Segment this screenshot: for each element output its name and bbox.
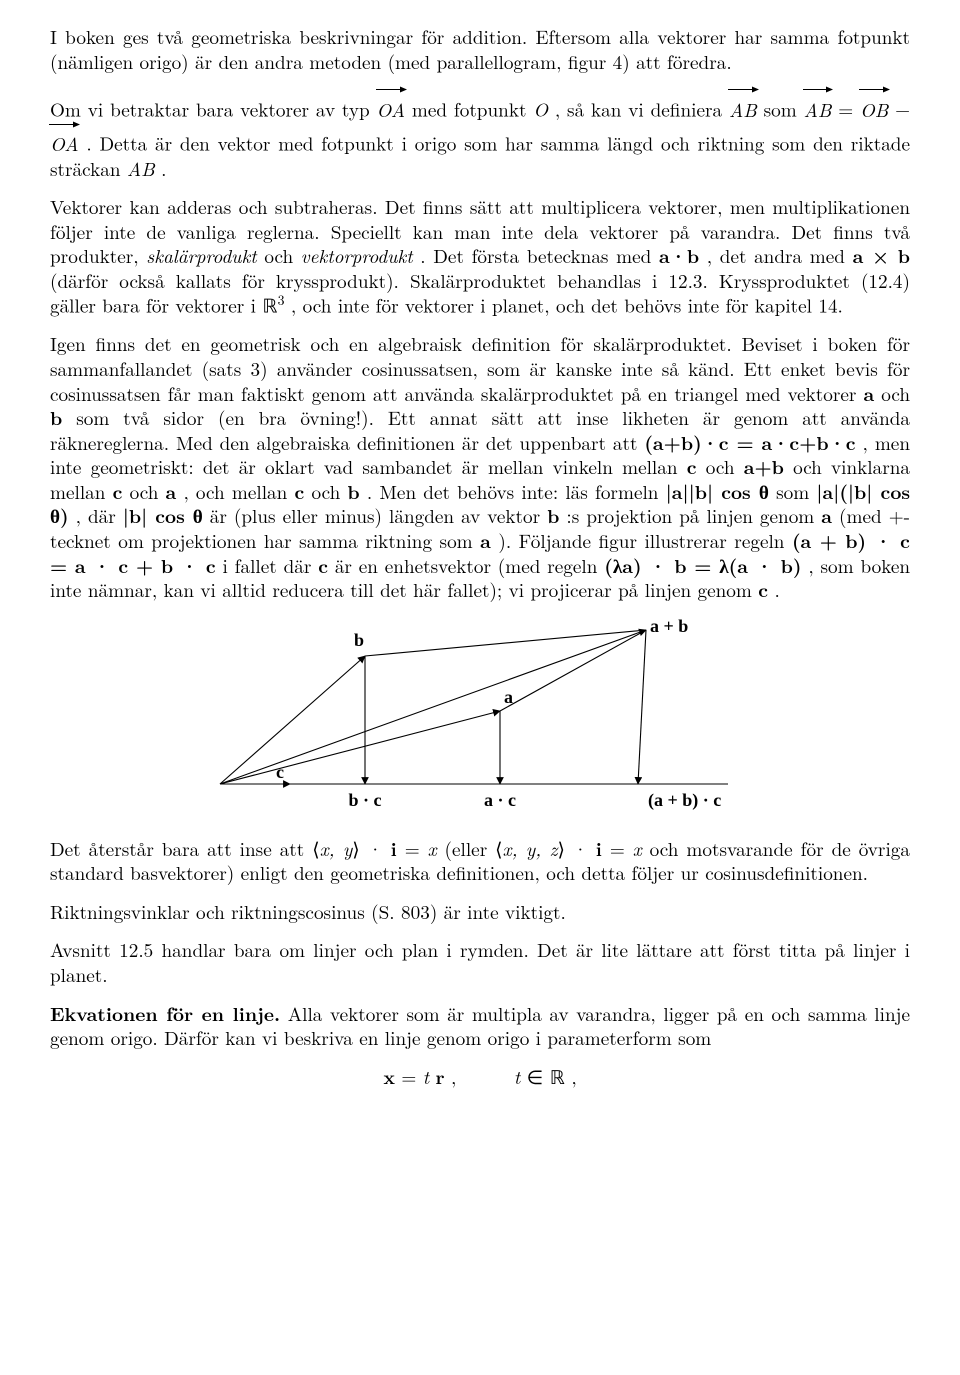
text: med fotpunkt xyxy=(412,95,533,123)
sup-3: 3 xyxy=(278,290,285,310)
document-page: I boken ges två geometriska beskrivninga… xyxy=(0,0,960,1128)
vector-AB: AB xyxy=(729,87,757,121)
svg-text:a + b: a + b xyxy=(650,616,688,636)
paragraph-3: Vektorer kan adderas och subtraheras. De… xyxy=(50,194,910,317)
text: Om vi betraktar bara vektorer av typ xyxy=(50,95,377,123)
vector-OA2: OA xyxy=(50,121,78,155)
svg-text:a · c: a · c xyxy=(484,790,516,810)
text: − xyxy=(895,95,910,123)
math-c5: c xyxy=(758,575,768,603)
paragraph-5: Det återstår bara att inse att ⟨x, y⟩ · … xyxy=(50,836,910,885)
paragraph-8: Ekvationen för en linje. Alla vektorer s… xyxy=(50,1001,910,1050)
math-AB: AB xyxy=(127,154,155,182)
text: . Detta är den vektor med fotpunkt i ori… xyxy=(50,129,910,182)
vector-projection-figure: b a a + b c b · c a · c (a + b) · c xyxy=(200,616,760,826)
vector-OB: OB xyxy=(860,87,888,121)
text: som xyxy=(764,95,804,123)
text: , så kan vi definiera xyxy=(555,95,729,123)
vector-AB2: AB xyxy=(804,87,832,121)
text: = xyxy=(838,95,860,123)
svg-text:(a + b) · c: (a + b) · c xyxy=(648,790,721,811)
text: , och inte för vektorer i planet, och de… xyxy=(291,291,843,319)
svg-text:c: c xyxy=(276,762,284,782)
text: . xyxy=(774,575,779,603)
svg-text:b · c: b · c xyxy=(348,790,381,810)
text: I boken ges två geometriska beskrivninga… xyxy=(50,22,910,75)
svg-text:b: b xyxy=(354,630,364,650)
text: Igen finns det en geometrisk och en alge… xyxy=(50,329,910,406)
equation-centered: x = t r , t ∈ ℝ , xyxy=(50,1064,910,1089)
paragraph-6: Riktningsvinklar och riktningscosinus (S… xyxy=(50,899,910,924)
figure-wrap: b a a + b c b · c a · c (a + b) · c xyxy=(50,616,910,826)
math-O: O xyxy=(533,95,548,123)
text: Riktningsvinklar och riktningscosinus (S… xyxy=(50,897,566,925)
paragraph-2: Om vi betraktar bara vektorer av typ OA … xyxy=(50,87,910,180)
text: . xyxy=(161,154,166,182)
text: Avsnitt 12.5 handlar bara om linjer och … xyxy=(50,935,910,988)
paragraph-1: I boken ges två geometriska beskrivninga… xyxy=(50,24,910,73)
vector-OA: OA xyxy=(377,87,405,121)
svg-text:a: a xyxy=(504,687,513,707)
paragraph-4: Igen finns det en geometrisk och en alge… xyxy=(50,331,910,601)
paragraph-7: Avsnitt 12.5 handlar bara om linjer och … xyxy=(50,937,910,986)
